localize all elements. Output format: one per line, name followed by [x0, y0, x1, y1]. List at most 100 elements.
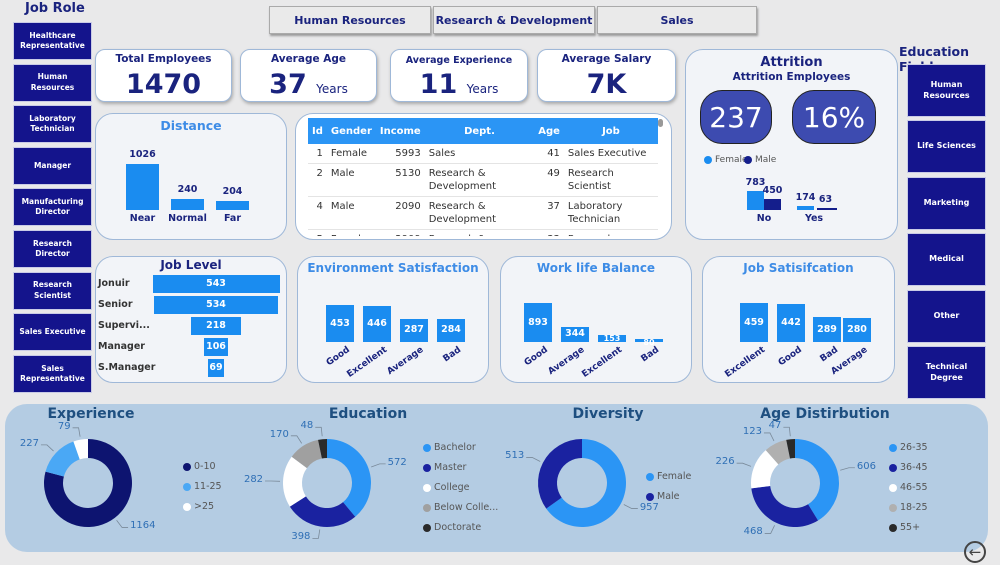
legend-dot-icon [423, 503, 431, 512]
legend-item[interactable]: 18-25 [889, 502, 928, 513]
job-role-button[interactable]: Research Director [13, 230, 92, 268]
job-satisfaction-card: Job Satisifcation 459 Excellent 442 Good 289… [702, 256, 895, 383]
employee-table-scroll[interactable]: Id Gender Income Dept. Age Job 1 Female 5993 Sale… [308, 118, 658, 236]
education-field-button[interactable]: Technical Degree [907, 346, 986, 399]
legend-label: 46-55 [900, 482, 928, 493]
legend-item[interactable]: 46-55 [889, 482, 928, 493]
education-field-button[interactable]: Life Sciences [907, 120, 986, 174]
legend-item[interactable]: Male [646, 491, 680, 502]
job-role-button[interactable]: Sales Executive [13, 313, 92, 352]
legend-item[interactable]: Female [646, 471, 691, 482]
distance-category-label: Far [223, 213, 242, 224]
legend-item[interactable]: Doctorate [423, 522, 481, 533]
distance-category-label: Normal [168, 213, 207, 224]
department-tab[interactable]: Sales [597, 6, 757, 34]
attrition-category-label: Yes [804, 213, 824, 224]
legend-dot-icon [889, 463, 897, 472]
attrition-value-label: 63 [818, 194, 833, 205]
column-header[interactable]: Job [563, 118, 658, 144]
education-field-button[interactable]: Marketing [907, 176, 986, 230]
donut-slice[interactable] [289, 496, 356, 527]
donut-slice[interactable] [538, 439, 582, 509]
column-header[interactable]: Age [534, 118, 564, 144]
legend-item[interactable]: College [423, 482, 469, 493]
department-tab[interactable]: Research & Development [433, 6, 595, 34]
table-cell: 4 [308, 196, 327, 230]
job-level-value-label: 106 [206, 341, 226, 352]
job-level-value-label: 218 [206, 320, 226, 331]
table-cell: 2090 [375, 196, 425, 230]
table-row[interactable]: 1 Female 5993 Sales 41 Sales Executive [308, 144, 658, 164]
education-field-button[interactable]: Other [907, 289, 986, 343]
env-title: Environment Satisfaction [307, 261, 479, 275]
legend-item[interactable]: >25 [183, 501, 214, 512]
job-role-button[interactable]: Manufacturing Director [13, 188, 92, 227]
bar [598, 335, 626, 342]
attrition-subtitle: Attrition Employees [732, 71, 851, 83]
legend-dot-icon [423, 523, 431, 532]
legend-item[interactable]: 36-45 [889, 462, 928, 473]
table-scrollbar[interactable] [658, 119, 663, 127]
donut-slice[interactable] [283, 456, 307, 507]
donut-value-label: 170 [269, 428, 289, 440]
column-header[interactable]: Dept. [424, 118, 535, 144]
donut-slice[interactable] [546, 439, 626, 527]
legend-dot-icon [183, 462, 191, 471]
legend-item[interactable]: 26-35 [889, 442, 928, 453]
donut-slice[interactable] [751, 450, 779, 489]
donut-slice[interactable] [318, 439, 327, 459]
department-tab[interactable]: Human Resources [269, 6, 431, 34]
job-level-title: Job Level [160, 258, 222, 272]
job-role-button[interactable]: Laboratory Technician [13, 105, 92, 144]
table-row[interactable]: 2 Male 5130 Research & Development 49 Researc… [308, 163, 658, 197]
category-label: Excellent [579, 345, 624, 380]
legend-item[interactable]: Master [423, 462, 466, 473]
attrition-percent: 16% [792, 90, 876, 144]
education-field-button[interactable]: Human Resources [907, 64, 986, 117]
job-role-button[interactable]: Healthcare Representative [13, 22, 92, 60]
table-row[interactable]: 5Female2909Research & Development33Resea… [308, 229, 658, 236]
back-arrow-button[interactable]: ← [964, 541, 986, 563]
donut-charts [40, 426, 855, 539]
donut-slice[interactable] [765, 439, 791, 465]
donut-slice[interactable] [786, 439, 795, 459]
donut-slice[interactable] [45, 441, 80, 477]
table-cell: 5 [308, 229, 327, 236]
job-role-button[interactable]: Human Resources [13, 63, 92, 102]
education-field-button[interactable]: Medical [907, 233, 986, 287]
job-role-button[interactable]: Manager [13, 146, 92, 185]
legend-dot-icon [889, 483, 897, 492]
leader-line [116, 520, 129, 528]
distance-bar [171, 199, 204, 210]
value-label: 442 [781, 317, 801, 329]
donut-slice[interactable] [751, 486, 819, 527]
leader-line [290, 435, 303, 444]
distance-bar [126, 164, 159, 210]
column-header[interactable]: Gender [326, 118, 376, 144]
donut-value-label: 123 [742, 425, 762, 437]
donut-slice[interactable] [43, 439, 132, 527]
column-header[interactable]: Id [308, 118, 327, 144]
legend-item[interactable]: Below Colle... [423, 502, 498, 513]
job-role-button[interactable]: Sales Representative [13, 354, 92, 393]
value-label: 284 [441, 324, 461, 336]
legend-item[interactable]: 55+ [889, 522, 920, 533]
legend-item[interactable]: 11-25 [183, 481, 222, 492]
kpi-number: 37 [269, 69, 307, 100]
donut-slice[interactable] [795, 439, 839, 521]
job-level-category-label: Jonuir [98, 278, 130, 289]
legend-item[interactable]: 0-10 [183, 461, 216, 472]
column-header[interactable]: Income [375, 118, 425, 144]
attrition-value-label: 174 [795, 191, 816, 203]
category-label: Bad [818, 345, 840, 365]
table-row[interactable]: 4 Male 2090 Research & Development 37 Laborat… [308, 196, 658, 230]
value-label: 80 [643, 337, 655, 347]
legend-item[interactable]: Bachelor [423, 442, 476, 453]
donut-slice[interactable] [73, 439, 88, 460]
jobsat-title: Job Satisifcation [743, 261, 854, 275]
legend-label: 55+ [900, 522, 921, 533]
donut-slice[interactable] [291, 439, 322, 469]
job-role-button[interactable]: Research Scientist [13, 271, 92, 310]
job-level-value-label: 543 [206, 278, 226, 289]
donut-slice[interactable] [327, 439, 371, 517]
